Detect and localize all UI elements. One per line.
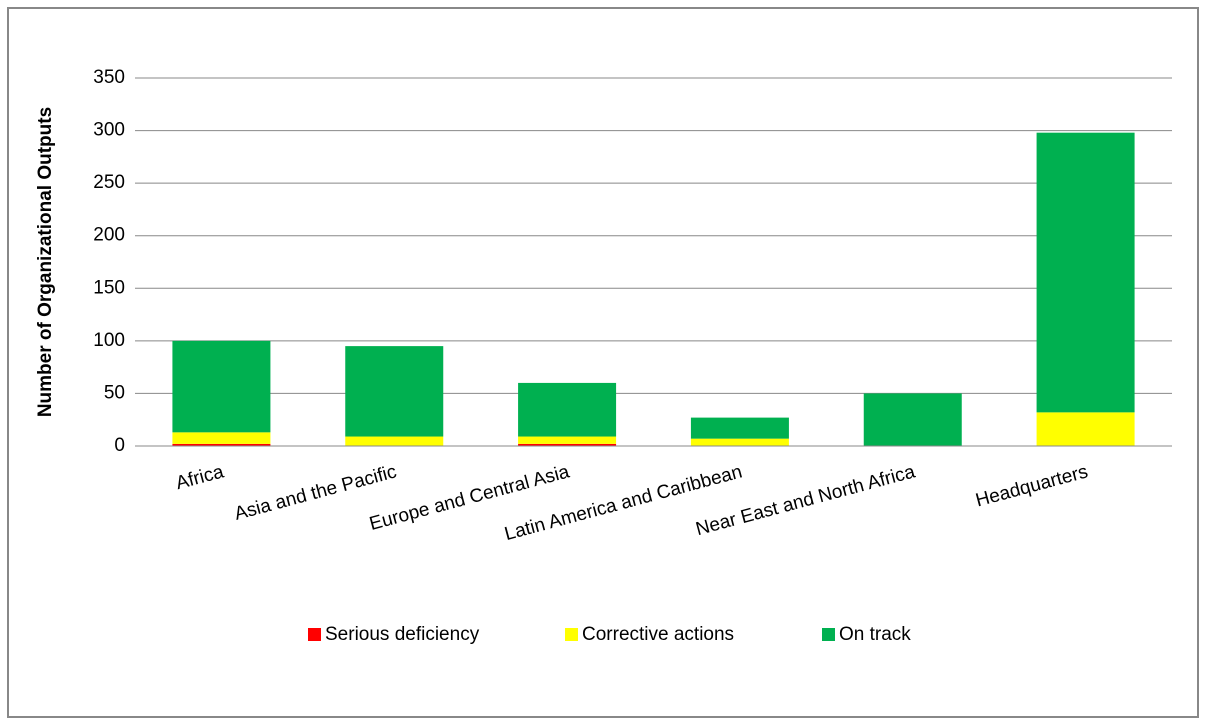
bar-segment xyxy=(172,340,271,433)
legend-swatch xyxy=(565,628,578,641)
legend-swatch xyxy=(308,628,321,641)
bar-segment xyxy=(518,382,617,437)
bar-segment xyxy=(172,432,271,444)
bar-segment xyxy=(345,436,444,446)
y-tick-label: 250 xyxy=(93,172,125,193)
bar-segment xyxy=(863,393,962,446)
y-tick-label: 100 xyxy=(93,330,125,351)
y-tick-label: 50 xyxy=(104,382,125,403)
bar-segment xyxy=(690,438,789,446)
legend-label: Serious deficiency xyxy=(325,624,480,645)
legend-label: Corrective actions xyxy=(582,624,734,645)
y-tick-label: 150 xyxy=(93,277,125,298)
y-tick-label: 0 xyxy=(114,435,125,456)
y-tick-label: 300 xyxy=(93,120,125,141)
y-tick-label: 200 xyxy=(93,225,125,246)
y-axis-title: Number of Organizational Outputs xyxy=(35,107,56,417)
legend-swatch xyxy=(822,628,835,641)
bar-segment xyxy=(690,417,789,439)
bar-segment xyxy=(345,346,444,437)
bar-segment xyxy=(172,443,271,446)
bar-segment xyxy=(1036,132,1135,413)
legend-label: On track xyxy=(839,624,911,645)
bar-segment xyxy=(518,436,617,444)
bar-segment xyxy=(1036,412,1135,446)
bar-segment xyxy=(518,443,617,446)
y-tick-label: 350 xyxy=(93,67,125,88)
